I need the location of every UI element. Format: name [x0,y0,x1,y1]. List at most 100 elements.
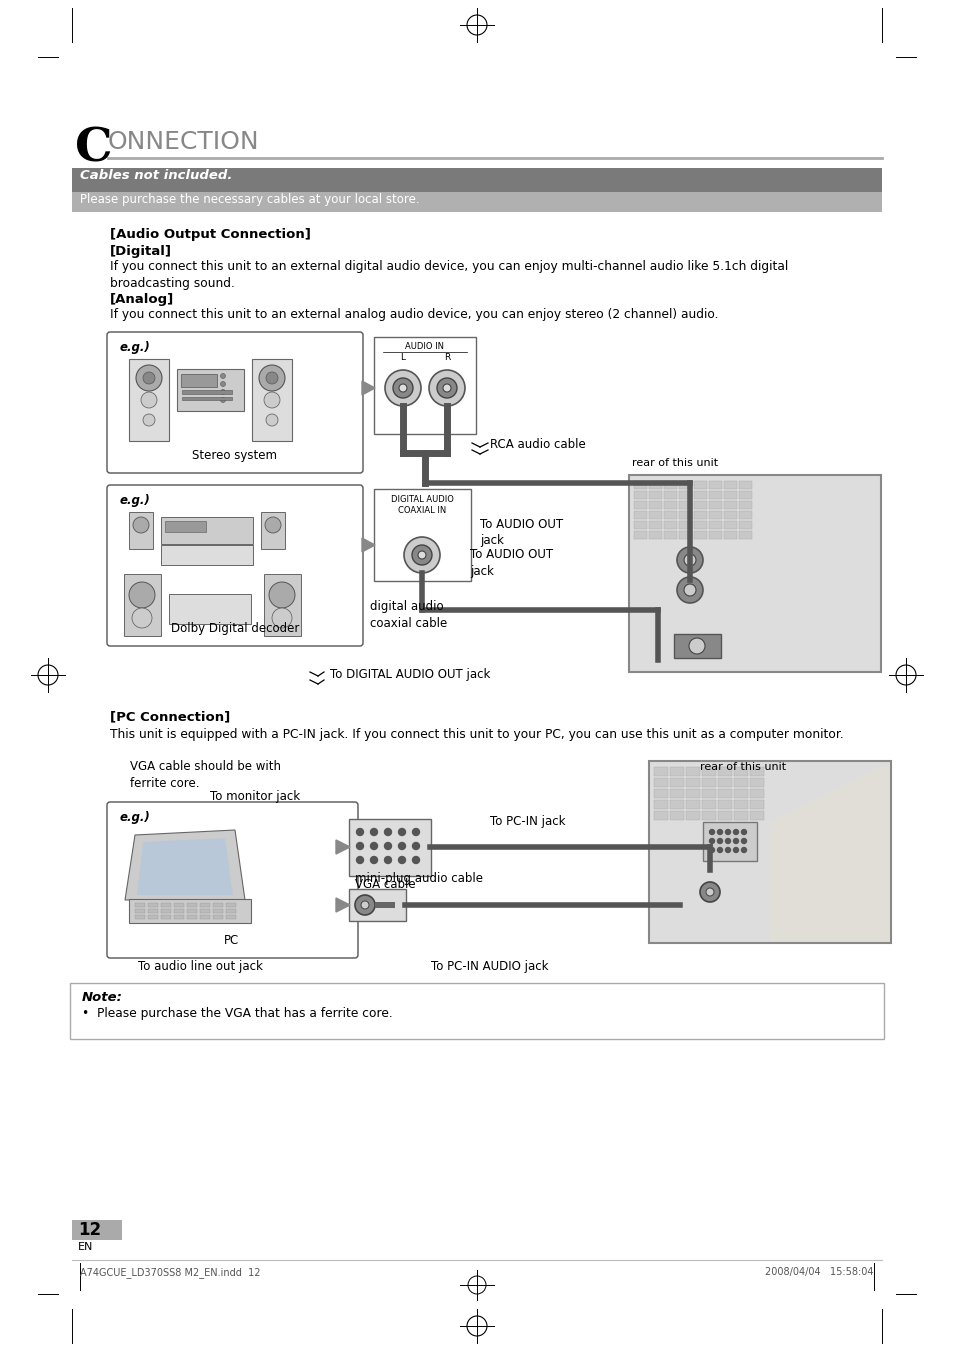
FancyBboxPatch shape [718,811,732,820]
FancyBboxPatch shape [723,511,737,519]
FancyBboxPatch shape [148,915,158,919]
Circle shape [442,384,451,392]
Circle shape [717,847,721,852]
Text: Stereo system: Stereo system [193,449,277,462]
FancyBboxPatch shape [739,511,752,519]
Circle shape [264,392,280,408]
Text: DIGITAL AUDIO
COAXIAL IN: DIGITAL AUDIO COAXIAL IN [391,494,454,515]
Circle shape [412,843,419,850]
Circle shape [436,378,456,399]
FancyBboxPatch shape [161,544,253,565]
Text: rear of this unit: rear of this unit [700,762,785,771]
FancyBboxPatch shape [252,359,292,440]
FancyBboxPatch shape [634,520,647,528]
Circle shape [398,384,407,392]
Circle shape [136,365,162,390]
Text: 2008/04/04   15:58:04: 2008/04/04 15:58:04 [764,1267,873,1277]
FancyBboxPatch shape [264,574,301,636]
Text: digital audio
coaxial cable: digital audio coaxial cable [370,600,447,630]
FancyBboxPatch shape [71,192,882,212]
Text: e.g.): e.g.) [120,811,151,824]
FancyBboxPatch shape [694,511,707,519]
FancyBboxPatch shape [187,909,197,913]
Circle shape [370,843,377,850]
FancyBboxPatch shape [199,909,210,913]
FancyBboxPatch shape [670,766,684,775]
Text: ONNECTION: ONNECTION [108,130,259,154]
FancyBboxPatch shape [701,766,716,775]
Circle shape [393,378,413,399]
Circle shape [370,857,377,863]
Circle shape [384,828,391,835]
FancyBboxPatch shape [718,766,732,775]
FancyBboxPatch shape [701,777,716,786]
FancyBboxPatch shape [679,531,692,539]
FancyBboxPatch shape [654,789,668,797]
FancyBboxPatch shape [173,902,184,908]
FancyBboxPatch shape [739,500,752,508]
Text: To audio line out jack: To audio line out jack [137,961,262,973]
Text: Cables not included.: Cables not included. [80,169,233,182]
Circle shape [683,584,696,596]
FancyBboxPatch shape [173,915,184,919]
Text: Dolby Digital decoder: Dolby Digital decoder [171,621,299,635]
FancyBboxPatch shape [709,520,721,528]
FancyBboxPatch shape [213,915,223,919]
FancyBboxPatch shape [750,800,763,808]
FancyBboxPatch shape [709,531,721,539]
FancyBboxPatch shape [723,490,737,499]
Circle shape [143,372,154,384]
FancyBboxPatch shape [649,531,661,539]
Text: To DIGITAL AUDIO OUT jack: To DIGITAL AUDIO OUT jack [330,667,490,681]
FancyBboxPatch shape [181,373,217,386]
FancyBboxPatch shape [199,902,210,908]
FancyBboxPatch shape [213,902,223,908]
FancyBboxPatch shape [709,511,721,519]
Circle shape [141,392,157,408]
Text: PC: PC [224,934,239,947]
Text: To AUDIO OUT
jack: To AUDIO OUT jack [479,517,562,547]
FancyBboxPatch shape [734,777,748,786]
Circle shape [683,554,696,566]
Circle shape [688,638,704,654]
FancyBboxPatch shape [701,800,716,808]
FancyBboxPatch shape [649,500,661,508]
Circle shape [740,839,745,843]
FancyBboxPatch shape [723,520,737,528]
Circle shape [429,370,464,407]
FancyBboxPatch shape [160,909,172,913]
FancyBboxPatch shape [129,359,169,440]
FancyBboxPatch shape [107,802,357,958]
FancyBboxPatch shape [718,800,732,808]
Circle shape [220,373,225,378]
Circle shape [143,413,154,426]
FancyBboxPatch shape [701,811,716,820]
Text: L: L [400,353,405,362]
Text: [Analog]: [Analog] [110,293,174,305]
Circle shape [412,857,419,863]
Circle shape [265,517,281,534]
FancyBboxPatch shape [670,811,684,820]
Circle shape [398,857,405,863]
Circle shape [132,608,152,628]
FancyBboxPatch shape [634,481,647,489]
Circle shape [740,847,745,852]
FancyBboxPatch shape [634,511,647,519]
Circle shape [412,544,432,565]
FancyBboxPatch shape [723,481,737,489]
Text: Please purchase the necessary cables at your local store.: Please purchase the necessary cables at … [80,193,419,205]
FancyBboxPatch shape [134,915,145,919]
FancyBboxPatch shape [649,511,661,519]
FancyBboxPatch shape [670,789,684,797]
FancyBboxPatch shape [70,984,883,1039]
FancyBboxPatch shape [679,520,692,528]
Polygon shape [137,838,233,894]
Text: AUDIO IN: AUDIO IN [405,342,444,351]
FancyBboxPatch shape [694,500,707,508]
Text: If you connect this unit to an external digital audio device, you can enjoy mult: If you connect this unit to an external … [110,259,787,290]
FancyBboxPatch shape [686,811,700,820]
FancyBboxPatch shape [664,531,677,539]
Text: Note:: Note: [82,992,123,1004]
Circle shape [220,397,225,403]
FancyBboxPatch shape [694,481,707,489]
